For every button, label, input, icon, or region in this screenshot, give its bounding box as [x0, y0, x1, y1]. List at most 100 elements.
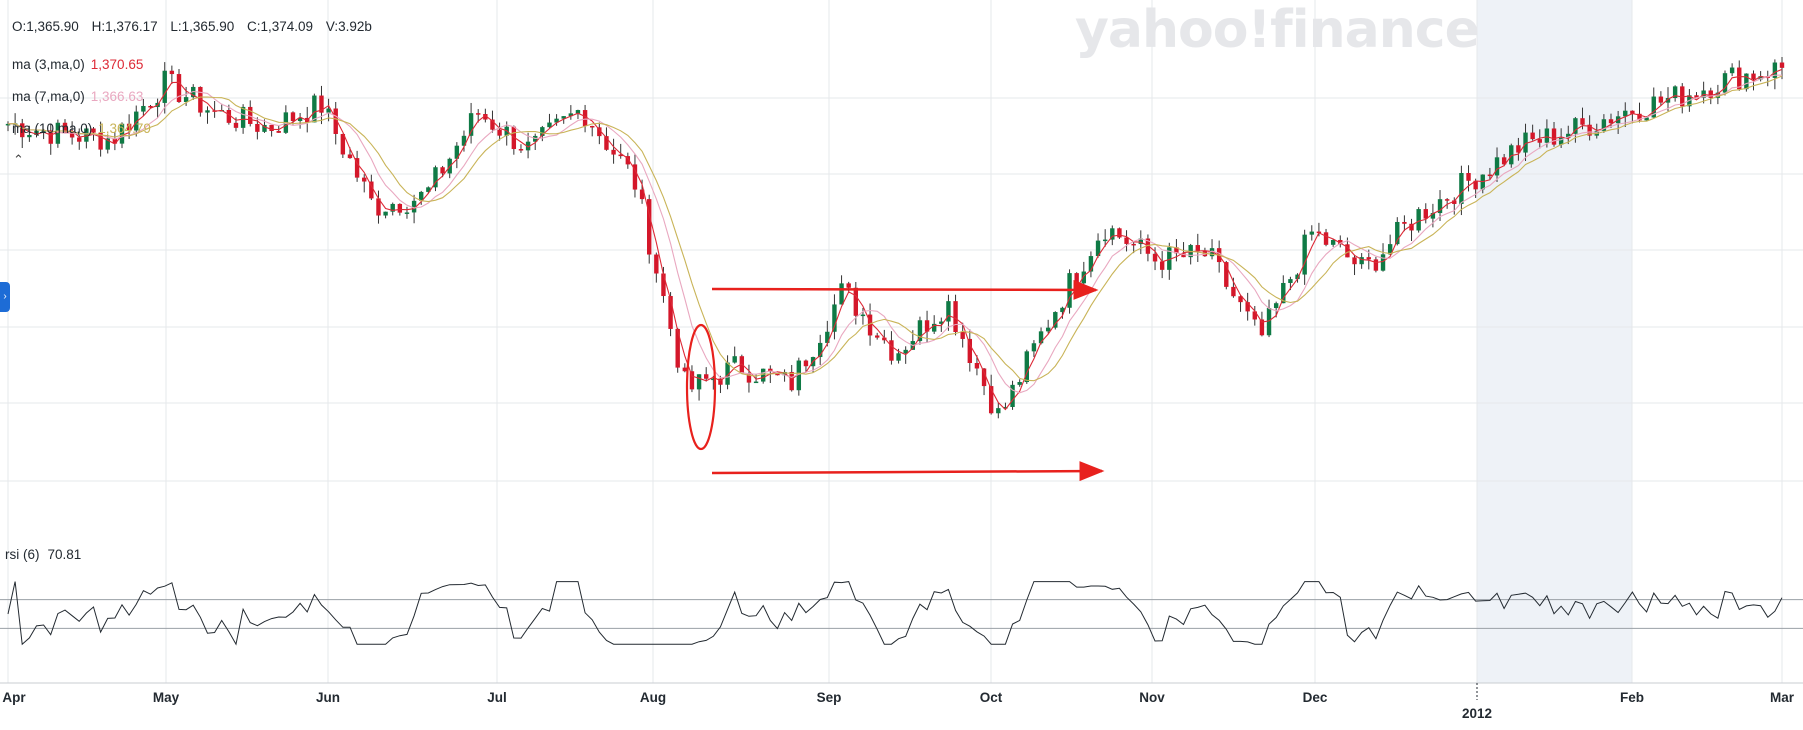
candle-up [1544, 128, 1550, 143]
candle-down [62, 122, 68, 132]
resistance-arrow [711, 279, 1099, 300]
ma10-line [7, 75, 1783, 382]
candle-up [839, 283, 844, 305]
candle-up [575, 110, 581, 114]
candle-down [483, 114, 488, 120]
candle-up [1380, 254, 1386, 271]
candle-down [668, 296, 673, 329]
x-tick-label: Aug [640, 690, 666, 705]
candle-down [169, 70, 175, 75]
candle-up [1459, 173, 1464, 204]
candle-down [639, 189, 645, 200]
candle-up [1330, 239, 1336, 245]
candle-up [1523, 132, 1528, 153]
candle-down [803, 360, 809, 367]
candle-up [1053, 312, 1058, 328]
candle-down [98, 132, 103, 150]
candle-up [461, 135, 467, 146]
candle-up [312, 95, 317, 123]
candle-up [419, 191, 424, 201]
candle-down [611, 149, 616, 155]
candle-down [148, 105, 153, 108]
candle-down [1680, 86, 1685, 107]
candle-down [91, 128, 96, 133]
candle-up [1095, 240, 1101, 257]
candle-up [1672, 86, 1678, 99]
x-tick-label: Apr [2, 690, 26, 705]
candle-down [1551, 128, 1557, 145]
indicator-value: 1,366.63 [90, 89, 144, 104]
candle-up [1437, 199, 1443, 214]
candle-up [426, 187, 431, 192]
candle-down [618, 154, 623, 157]
candle-down [354, 158, 360, 178]
candle-up [183, 97, 189, 102]
candle-up [1110, 228, 1115, 240]
candle-down [853, 287, 859, 316]
candle-up [84, 128, 89, 142]
candle-down [269, 124, 274, 132]
x-tick-label: Dec [1303, 690, 1328, 705]
candle-up [917, 320, 923, 342]
candle-up [390, 203, 395, 212]
candle-down [874, 335, 880, 338]
indicator-label: ma (3,ma,0) [12, 57, 85, 72]
candle-down [988, 386, 994, 414]
candle-up [554, 118, 559, 123]
candle-down [233, 122, 239, 128]
candle-up [725, 362, 730, 385]
x-tick-label: Feb [1620, 690, 1644, 705]
candle-down [1074, 273, 1079, 284]
indicator-ma3[interactable]: ma (3,ma,0) 1,370.65 [12, 57, 143, 72]
candle-up [1309, 231, 1314, 235]
candle-up [41, 130, 46, 132]
candle-up [326, 108, 331, 113]
candle-up [468, 113, 474, 136]
indicator-ma10[interactable]: ma (10,ma,0) 1,364.79 [12, 121, 151, 136]
candle-up [1416, 209, 1421, 231]
candle-down [1131, 243, 1136, 246]
candle-up [240, 106, 246, 128]
rsi-panel [0, 581, 1803, 646]
candle-up [540, 127, 545, 136]
candle-down [924, 320, 930, 332]
candle-up [1038, 331, 1044, 344]
indicator-ma7[interactable]: ma (7,ma,0) 1,366.63 [12, 89, 143, 104]
candle-up [1081, 271, 1086, 284]
candle-up [1060, 307, 1065, 313]
candle-down [632, 164, 638, 190]
candle-up [1772, 62, 1778, 78]
candle-down [682, 367, 688, 372]
ma3-line [7, 68, 1783, 411]
candle-down [397, 203, 403, 213]
volume-value: V:3.92b [325, 19, 372, 34]
candle-down [1501, 157, 1507, 165]
candle-up [547, 122, 552, 128]
chevron-up-icon[interactable]: ⌃ [13, 152, 24, 167]
candle-down [1487, 174, 1493, 177]
candle-up [162, 70, 167, 103]
candle-down [1345, 244, 1350, 258]
rsi-value: 70.81 [47, 547, 82, 562]
candle-down [1238, 296, 1243, 303]
candle-down [1338, 239, 1343, 245]
chevron-right-icon[interactable]: › [0, 282, 10, 312]
candle-up [383, 211, 388, 216]
indicator-value: 1,364.79 [98, 121, 151, 136]
annotation-ellipse [685, 323, 717, 451]
candle-down [1637, 113, 1642, 121]
candle-down [1737, 67, 1742, 90]
candle-up [568, 113, 574, 117]
yahoo-finance-logo: yahoo!finance [1075, 0, 1480, 60]
rsi-line [7, 581, 1783, 646]
candle-up [119, 123, 125, 144]
rsi-label: rsi (6) [5, 547, 40, 562]
candle-up [433, 167, 438, 188]
candle-up [411, 200, 417, 213]
candle-down [1224, 262, 1229, 287]
candle-down [974, 362, 980, 369]
ma7-line [7, 74, 1782, 394]
candle-down [1530, 132, 1535, 140]
